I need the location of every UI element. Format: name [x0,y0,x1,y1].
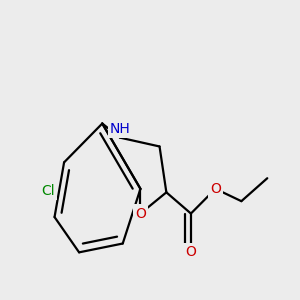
Text: O: O [210,182,221,196]
Text: Cl: Cl [41,184,55,198]
Text: NH: NH [110,122,130,136]
Text: O: O [185,245,196,260]
Text: O: O [135,206,146,220]
